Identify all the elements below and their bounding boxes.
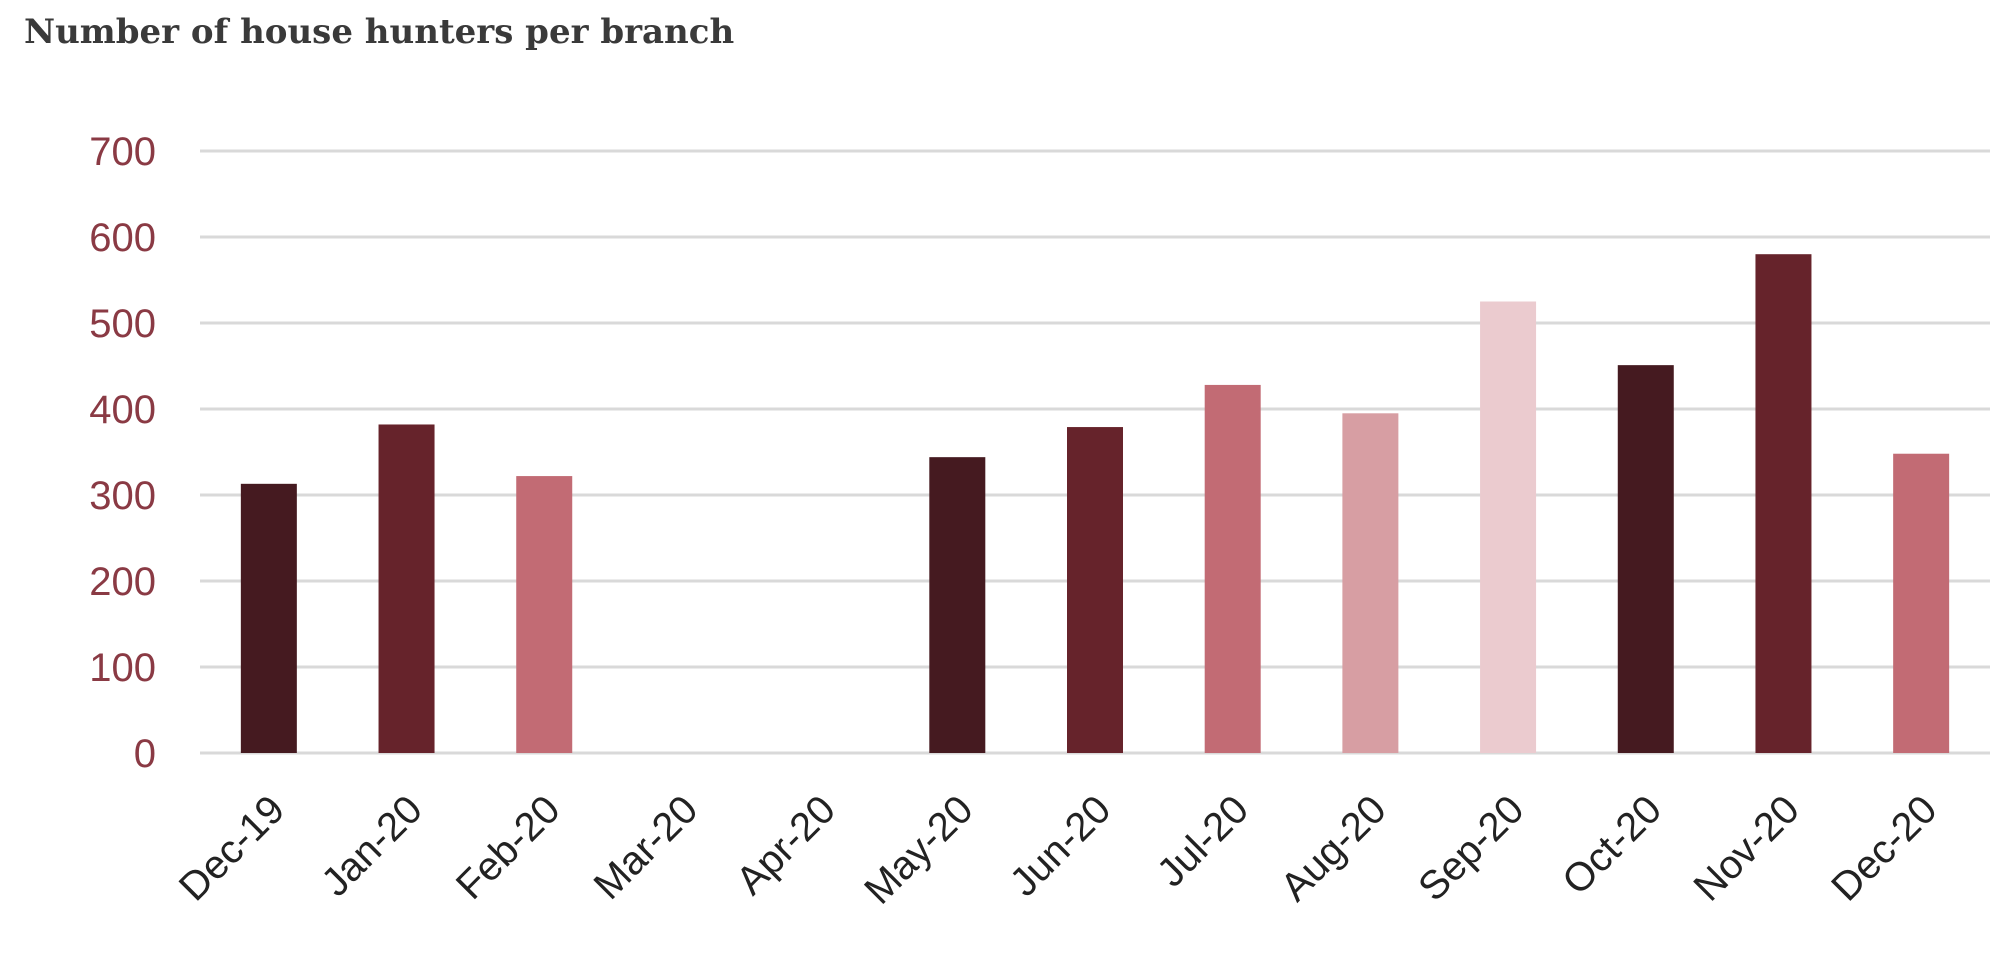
y-tick-label: 100 xyxy=(89,646,156,690)
bar-dec-20 xyxy=(1893,453,1950,753)
bar-sep-20 xyxy=(1480,301,1537,753)
y-axis-ticks: 0 100 200 300 400 500 600 700 xyxy=(89,130,156,776)
bar-aug-20 xyxy=(1342,413,1399,753)
chart-title: Number of house hunters per branch xyxy=(24,12,735,52)
x-tick-label: Dec-19 xyxy=(171,787,293,909)
bar-jan-20 xyxy=(378,424,435,753)
x-tick-label: Nov-20 xyxy=(1686,787,1808,909)
x-tick-label: May-20 xyxy=(856,787,981,912)
y-tick-label: 600 xyxy=(89,216,156,260)
bar-oct-20 xyxy=(1617,365,1674,753)
x-tick-label: Oct-20 xyxy=(1554,787,1670,903)
x-tick-label: Jun-20 xyxy=(1002,787,1120,905)
bar-jun-20 xyxy=(1067,427,1123,753)
x-tick-label: Dec-20 xyxy=(1823,787,1945,909)
x-tick-label: Feb-20 xyxy=(448,787,569,908)
y-tick-label: 400 xyxy=(89,388,156,432)
y-tick-label: 0 xyxy=(134,732,156,776)
x-tick-label: Jan-20 xyxy=(313,787,431,905)
bar-feb-20 xyxy=(516,476,573,753)
x-tick-label: Mar-20 xyxy=(586,787,707,908)
x-tick-label: Jul-20 xyxy=(1149,787,1257,895)
x-tick-label: Sep-20 xyxy=(1410,787,1532,909)
x-axis-ticks: Dec-19 Jan-20 Feb-20 Mar-20 Apr-20 May-20 Jun-… xyxy=(171,787,1946,912)
y-tick-label: 300 xyxy=(89,474,156,518)
bar-nov-20 xyxy=(1755,254,1812,753)
x-tick-label: Aug-20 xyxy=(1272,787,1394,909)
bar-jul-20 xyxy=(1204,384,1261,753)
y-tick-label: 200 xyxy=(89,560,156,604)
bar-dec-19 xyxy=(240,483,297,753)
bar-may-20 xyxy=(929,457,986,753)
bars xyxy=(240,254,1950,753)
x-tick-label: Apr-20 xyxy=(728,787,844,903)
y-tick-label: 700 xyxy=(89,130,156,174)
y-tick-label: 500 xyxy=(89,302,156,346)
